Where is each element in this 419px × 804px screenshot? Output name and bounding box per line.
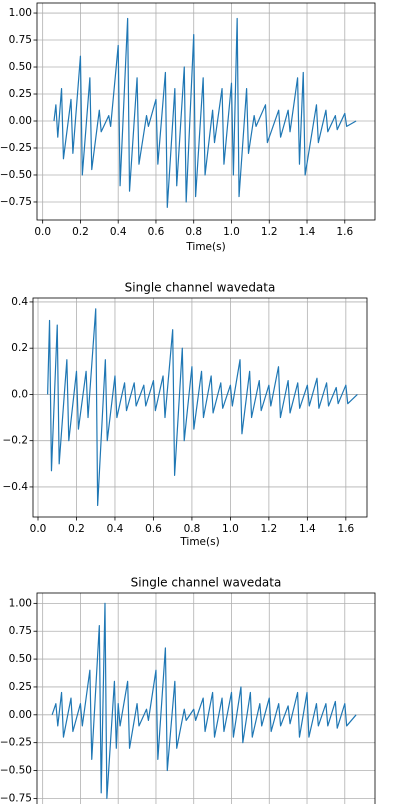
x-axis-label: Time(s) xyxy=(179,536,219,548)
x-tick-label: 1.6 xyxy=(336,226,353,238)
y-tick-label: 0.50 xyxy=(9,61,32,73)
y-tick-label: 0.75 xyxy=(9,34,32,46)
plot-area xyxy=(47,308,358,507)
y-tick-label: −0.2 xyxy=(3,435,29,447)
axes-frame xyxy=(32,297,368,518)
x-tick-label: 0.6 xyxy=(145,523,162,535)
y-tick-label: −0.25 xyxy=(0,142,32,154)
x-tick-label: 0.2 xyxy=(68,523,85,535)
y-tick-label: 0.4 xyxy=(11,296,28,308)
x-tick-label: 0.4 xyxy=(107,523,124,535)
x-tick-label: 0.8 xyxy=(185,226,202,238)
plot-area xyxy=(53,17,357,208)
x-tick-label: 0.4 xyxy=(110,226,127,238)
chart-title: Single channel wavedata xyxy=(131,576,282,590)
x-tick-label: 0.2 xyxy=(72,226,89,238)
plot-area xyxy=(51,602,357,799)
x-tick-label: 1.4 xyxy=(299,523,316,535)
chart-title: Single channel wavedata xyxy=(125,281,276,295)
x-tick-label: 0.0 xyxy=(34,226,51,238)
y-tick-label: 0.00 xyxy=(9,115,32,127)
x-tick-label: 1.2 xyxy=(261,523,278,535)
y-tick-label: 0.0 xyxy=(11,388,28,400)
waveform xyxy=(51,602,357,799)
x-tick-label: 1.0 xyxy=(223,226,240,238)
y-tick-label: 0.25 xyxy=(9,88,32,100)
x-tick-label: 1.0 xyxy=(222,523,239,535)
y-tick-label: −0.75 xyxy=(0,196,32,208)
x-tick-label: 0.6 xyxy=(148,226,165,238)
y-tick-label: −0.50 xyxy=(0,169,32,181)
y-tick-label: 0.00 xyxy=(9,709,32,721)
y-tick-label: −0.4 xyxy=(3,481,29,493)
x-tick-label: 1.4 xyxy=(299,226,316,238)
y-tick-label: 1.00 xyxy=(9,7,32,19)
waveform xyxy=(47,308,358,507)
y-tick-label: 0.25 xyxy=(9,681,32,693)
x-tick-label: 0.0 xyxy=(30,523,47,535)
axes-frame xyxy=(36,592,376,804)
waveform xyxy=(53,17,357,208)
y-tick-label: 0.2 xyxy=(11,342,28,354)
y-tick-label: −0.50 xyxy=(0,765,32,777)
x-axis-label: Time(s) xyxy=(185,241,225,253)
y-tick-label: 0.50 xyxy=(9,653,32,665)
y-tick-label: −0.25 xyxy=(0,737,32,749)
y-tick-label: −0.75 xyxy=(0,792,32,804)
y-tick-label: 0.75 xyxy=(9,625,32,637)
x-tick-label: 1.6 xyxy=(337,523,354,535)
x-tick-label: 0.8 xyxy=(184,523,201,535)
x-tick-label: 1.2 xyxy=(261,226,278,238)
axes-frame xyxy=(36,2,376,221)
y-tick-label: 1.00 xyxy=(9,597,32,609)
